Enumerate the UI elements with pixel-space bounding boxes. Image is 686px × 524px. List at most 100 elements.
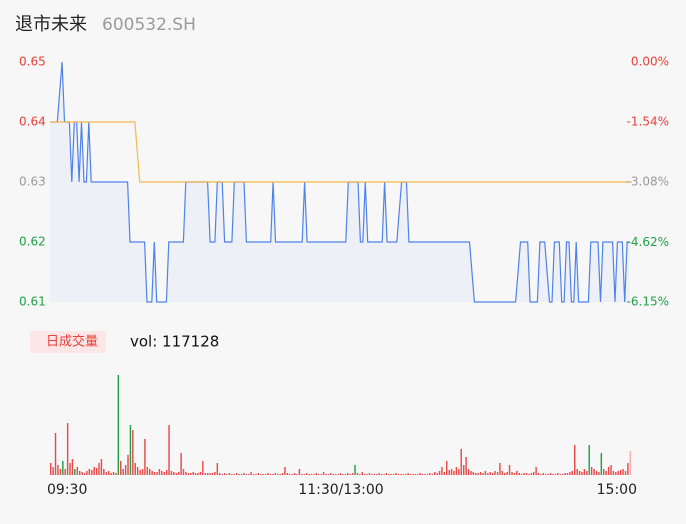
volume-bar — [537, 473, 540, 475]
volume-bar — [542, 473, 545, 475]
volume-bar — [190, 473, 192, 475]
volume-bar — [383, 474, 385, 475]
volume-bar — [504, 473, 506, 475]
volume-bar — [257, 473, 260, 475]
volume-bar — [252, 474, 255, 475]
volume-bar — [54, 433, 57, 475]
volume-bar — [513, 473, 516, 475]
volume-bar — [516, 471, 518, 475]
volume-bar — [279, 474, 281, 475]
volume-bar — [267, 473, 269, 475]
volume-bar — [105, 472, 107, 475]
volume-bar — [566, 473, 569, 475]
volume-bar — [586, 471, 588, 475]
volume-bar — [69, 463, 71, 475]
volume-bar — [361, 472, 363, 475]
volume-bar — [134, 463, 136, 475]
volume-bar — [284, 467, 286, 475]
volume-bar — [400, 474, 402, 475]
volume-bar — [86, 471, 88, 475]
volume-bar — [571, 471, 574, 475]
volume-bar — [161, 471, 163, 475]
volume-bar — [475, 473, 477, 475]
volume-bar — [245, 474, 248, 475]
volume-bar — [52, 467, 54, 475]
volume-bar — [185, 472, 187, 475]
volume-bar — [57, 465, 59, 475]
volume-bar — [238, 474, 240, 475]
volume-bar — [163, 472, 165, 475]
volume-bar — [549, 473, 552, 475]
volume-bar — [407, 473, 409, 475]
volume-bar — [349, 474, 351, 475]
volume-bar — [342, 474, 344, 475]
volume-bar — [221, 474, 223, 475]
volume-bar — [197, 473, 199, 475]
volume-bar — [477, 473, 479, 475]
volume-bar — [448, 470, 450, 475]
volume-label-box — [30, 331, 106, 353]
volume-bar — [397, 474, 400, 475]
volume-bar — [482, 473, 484, 475]
volume-bar — [168, 425, 170, 475]
volume-bar — [530, 473, 533, 475]
volume-bar — [76, 467, 79, 475]
volume-bar — [467, 469, 470, 475]
volume-bar — [286, 473, 289, 475]
volume-bar — [173, 472, 175, 475]
volume-bar — [243, 473, 245, 475]
volume-bar — [214, 472, 216, 475]
volume-bar — [339, 473, 342, 475]
volume-bar — [528, 474, 530, 475]
volume-bar — [484, 471, 487, 475]
volume-bar — [103, 469, 105, 475]
volume-bar — [622, 469, 624, 475]
volume-bar — [156, 472, 158, 475]
volume-bar — [281, 473, 284, 475]
volume-bar — [74, 469, 76, 475]
volume-bar — [499, 463, 501, 475]
y2-tick-label: 0.00% — [631, 55, 669, 69]
volume-bar — [149, 469, 151, 475]
volume-bar — [144, 439, 146, 475]
volume-bar — [223, 473, 226, 475]
y-tick-label: 0.65 — [19, 55, 46, 69]
volume-bar — [66, 423, 69, 475]
volume-bar — [129, 425, 132, 475]
volume-bar — [269, 474, 272, 475]
volume-bar — [264, 474, 267, 475]
volume-bar — [412, 474, 414, 475]
volume-bar — [136, 467, 139, 475]
volume-bar — [151, 471, 153, 475]
volume-bar — [308, 474, 310, 475]
volume-bar — [402, 474, 405, 475]
volume-bar — [610, 465, 612, 475]
volume-bar — [569, 472, 571, 475]
volume-bar — [255, 474, 257, 475]
volume-bar — [424, 474, 426, 475]
volume-bar — [453, 471, 455, 475]
stock-name: 退市未来 — [15, 14, 87, 35]
volume-bar — [443, 472, 446, 475]
volume-bar — [211, 473, 214, 475]
volume-bar — [619, 470, 622, 475]
volume-bar — [417, 474, 419, 475]
volume-bar — [335, 474, 337, 475]
volume-bar — [93, 467, 95, 475]
volume-label: 日成交量 — [46, 334, 98, 350]
volume-bar — [132, 430, 134, 475]
volume-bar — [465, 457, 467, 475]
volume-bar — [262, 474, 264, 475]
volume-bar — [446, 461, 448, 475]
volume-bar — [248, 474, 250, 475]
volume-bar — [458, 469, 460, 475]
volume-bar — [487, 473, 489, 475]
volume-bar — [511, 472, 513, 475]
volume-bar — [494, 471, 496, 475]
y2-tick-label: -1.54% — [627, 115, 669, 129]
volume-bar — [110, 473, 112, 475]
volume-bar — [376, 474, 378, 475]
volume-bar — [438, 471, 441, 475]
volume-bar — [320, 474, 322, 475]
